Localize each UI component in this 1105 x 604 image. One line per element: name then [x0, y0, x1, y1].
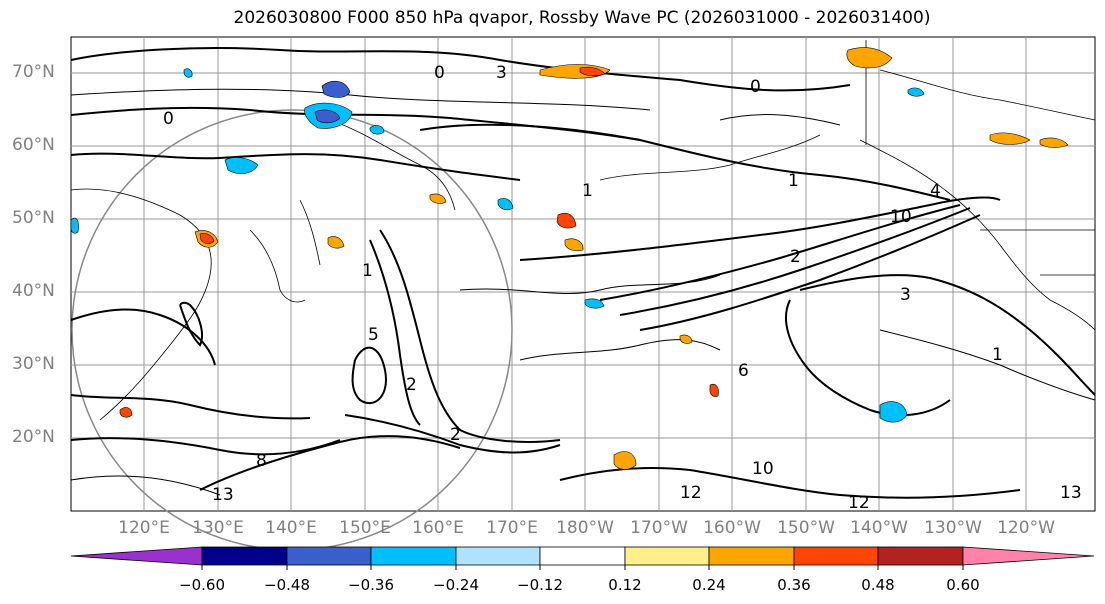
- colorbar-tick-label: 0.12: [608, 576, 642, 594]
- lon-label-180w: 180°W: [556, 518, 614, 538]
- lon-label-150w: 150°W: [777, 518, 835, 538]
- contour-label: 0: [750, 77, 761, 97]
- lon-label-160w: 160°W: [703, 518, 761, 538]
- contour-label: 13: [1060, 483, 1082, 503]
- colorbar-tick-label: −0.12: [517, 576, 563, 594]
- colorbar-tick-label: −0.48: [264, 576, 310, 594]
- contour-label: 5: [368, 325, 379, 345]
- contour-label: 2: [450, 425, 461, 445]
- contour-label: 10: [890, 207, 912, 227]
- colorbar-tick-label: −0.36: [348, 576, 394, 594]
- lon-label-170e: 170°E: [486, 518, 538, 538]
- lat-label-60n: 60°N: [12, 135, 55, 155]
- lon-label-130e: 130°E: [192, 518, 244, 538]
- colorbar-seg-3: [370, 546, 457, 566]
- contour-label: 1: [362, 261, 373, 281]
- colorbar-seg-10: [962, 546, 1095, 566]
- lon-label-120w: 120°W: [997, 518, 1055, 538]
- colorbar-tick-label: −0.24: [433, 576, 479, 594]
- contour-label: 13: [212, 485, 234, 505]
- colorbar: [70, 546, 1095, 566]
- colorbar-tick-label: 0.24: [692, 576, 726, 594]
- colorbar-tick-label: 0.36: [777, 576, 811, 594]
- lat-label-40n: 40°N: [12, 281, 55, 301]
- lat-label-20n: 20°N: [12, 427, 55, 447]
- colorbar-seg-1: [201, 546, 288, 566]
- colorbar-tick-label: −0.60: [179, 576, 225, 594]
- anomaly-patches: [70, 47, 1069, 470]
- colorbar-seg-7: [708, 546, 795, 566]
- lat-label-50n: 50°N: [12, 208, 55, 228]
- contour-label: 0: [434, 63, 445, 83]
- lon-label-120e: 120°E: [118, 518, 170, 538]
- lon-label-160e: 160°E: [412, 518, 464, 538]
- colorbar-seg-8: [793, 546, 879, 566]
- lon-label-150e: 150°E: [339, 518, 391, 538]
- contour-lines-thin: [70, 88, 1096, 496]
- lat-label-30n: 30°N: [12, 354, 55, 374]
- contour-label: 1: [582, 181, 593, 201]
- contour-label: 12: [680, 483, 702, 503]
- contour-label: 10: [752, 459, 774, 479]
- colorbar-seg-0: [70, 546, 203, 566]
- contour-label: 8: [256, 451, 267, 471]
- contour-label: 0: [163, 109, 174, 129]
- lon-label-170w: 170°W: [630, 518, 688, 538]
- colorbar-seg-9: [877, 546, 964, 566]
- contour-label: 2: [790, 247, 801, 267]
- plot-title: 2026030800 F000 850 hPa qvapor, Rossby W…: [233, 8, 931, 28]
- lon-label-140w: 140°W: [850, 518, 908, 538]
- graticule: [71, 37, 1095, 511]
- lat-label-70n: 70°N: [12, 62, 55, 82]
- colorbar-seg-2: [286, 546, 372, 566]
- lon-label-130w: 130°W: [924, 518, 982, 538]
- contour-label: 12: [848, 493, 870, 513]
- colorbar-tick-label: 0.60: [946, 576, 980, 594]
- contour-label: 6: [738, 361, 749, 381]
- contour-labels: 0 0 0 1 1 1 1 2 2 2 3 3 4 5 6 8 10 10 12…: [163, 63, 1082, 513]
- contour-label: 3: [496, 63, 507, 83]
- contour-label: 1: [992, 345, 1003, 365]
- colorbar-seg-6: [624, 546, 710, 566]
- colorbar-seg-4: [455, 546, 541, 566]
- coastlines: [70, 40, 1096, 421]
- colorbar-seg-5: [539, 546, 626, 566]
- colorbar-ticks: [201, 565, 964, 570]
- lon-label-140e: 140°E: [265, 518, 317, 538]
- contour-label: 4: [930, 181, 941, 201]
- contour-label: 3: [900, 285, 911, 305]
- contour-label: 1: [788, 171, 799, 191]
- colorbar-tick-label: 0.48: [861, 576, 895, 594]
- contour-label: 2: [406, 375, 417, 395]
